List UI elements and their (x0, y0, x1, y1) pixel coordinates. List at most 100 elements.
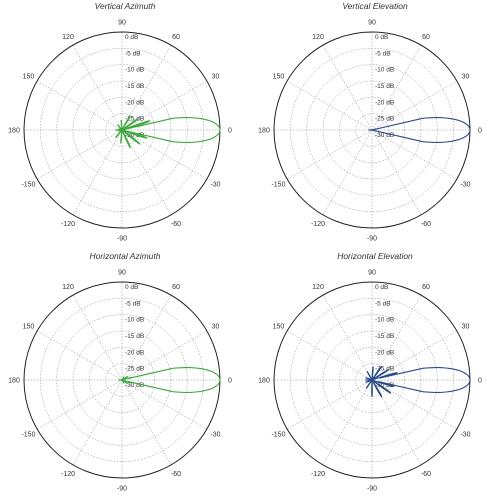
pattern-trace (114, 115, 221, 149)
angle-tick-label: -30 (210, 432, 220, 439)
grid-spoke (37, 379, 123, 430)
grid-spoke (37, 330, 123, 381)
angle-tick-label: -60 (171, 221, 181, 228)
grid-ring (306, 64, 438, 196)
angle-tick-label: 90 (118, 270, 126, 277)
polar-plot: 0 30 60 90 120 150 180 -150 -120 -90 -60 -30 0 dB -5 … (8, 20, 232, 243)
angle-tick-label: -90 (367, 486, 377, 493)
angle-tick-label: 90 (368, 20, 376, 27)
polar-plot: 0 30 60 90 120 150 180 -150 -120 -90 -60 -30 0 dB -5 … (258, 270, 482, 493)
db-tick-label: -20 dB (375, 349, 394, 356)
angle-tick-label: -150 (271, 182, 285, 189)
grid-spoke (121, 295, 172, 381)
grid-spoke (121, 330, 207, 381)
angle-tick-label: 150 (23, 324, 35, 331)
angle-tick-label: 60 (422, 34, 430, 41)
db-tick-label: -15 dB (375, 83, 394, 90)
db-tick-label: -5 dB (125, 50, 141, 57)
angle-tick-label: 180 (258, 128, 270, 135)
db-tick-label: -20 dB (375, 99, 394, 106)
grid-spoke (121, 129, 172, 215)
angle-tick-label: 30 (212, 324, 220, 331)
pattern-trace (118, 367, 221, 393)
grid-spoke (287, 379, 373, 430)
angle-tick-label: -120 (61, 471, 75, 478)
pattern-trace (368, 117, 471, 143)
db-tick-label: 0 dB (125, 284, 138, 291)
db-tick-label: -5 dB (125, 300, 141, 307)
grid-ring (56, 64, 188, 196)
chart-title: Vertical Azimuth (94, 1, 156, 11)
grid-spoke (287, 129, 373, 180)
panel-horizontal-azimuth: Horizontal Azimuth 0 30 60 90 120 150 180 -150 -… (0, 250, 250, 500)
grid-ring (339, 97, 405, 163)
grid-spoke (371, 45, 422, 131)
angle-tick-label: 30 (462, 74, 470, 81)
db-tick-label: 0 dB (125, 34, 138, 41)
grid-spoke (371, 379, 457, 430)
angle-tick-label: -90 (117, 236, 127, 243)
angle-tick-label: 60 (172, 284, 180, 291)
grid-spoke (287, 80, 373, 131)
grid-spoke (322, 295, 373, 381)
chart-title: Horizontal Azimuth (89, 251, 161, 261)
grid-spoke (72, 379, 123, 465)
angle-tick-label: 150 (273, 74, 285, 81)
angle-tick-label: -120 (311, 471, 325, 478)
angle-tick-label: -90 (367, 236, 377, 243)
db-tick-label: -25 dB (375, 116, 394, 123)
db-tick-label: -10 dB (375, 67, 394, 74)
polar-grid (273, 31, 471, 229)
db-tick-label: -30 dB (125, 382, 144, 389)
grid-spoke (371, 129, 457, 180)
db-tick-label: -10 dB (375, 317, 394, 324)
polar-grid (23, 281, 221, 479)
grid-spoke (322, 379, 373, 465)
angle-tick-label: -90 (117, 486, 127, 493)
grid-ring (56, 314, 188, 446)
grid-spoke (121, 129, 207, 180)
angle-tick-label: -30 (460, 432, 470, 439)
db-tick-label: -5 dB (375, 300, 391, 307)
angle-tick-label: -60 (421, 221, 431, 228)
db-tick-label: -25 dB (125, 366, 144, 373)
db-tick-label: -5 dB (375, 50, 391, 57)
angle-tick-label: -30 (460, 182, 470, 189)
grid-spoke (371, 80, 457, 131)
chart-title: Horizontal Elevation (337, 251, 413, 261)
angle-tick-label: 30 (212, 74, 220, 81)
polar-plot: 0 30 60 90 120 150 180 -150 -120 -90 -60 -30 0 dB -5 … (8, 270, 232, 493)
angle-tick-label: 120 (312, 34, 324, 41)
polar-plot: 0 30 60 90 120 150 180 -150 -120 -90 -60 -30 0 dB -5 … (258, 20, 482, 243)
grid-spoke (37, 129, 123, 180)
angle-tick-label: 60 (172, 34, 180, 41)
grid-spoke (121, 80, 207, 131)
angle-tick-label: 120 (62, 284, 74, 291)
db-tick-label: 0 dB (375, 284, 388, 291)
angle-tick-label: -120 (311, 221, 325, 228)
angle-tick-label: 150 (273, 324, 285, 331)
grid-spoke (121, 379, 207, 430)
angle-tick-label: -150 (271, 432, 285, 439)
grid-spoke (322, 45, 373, 131)
angle-tick-label: 30 (462, 324, 470, 331)
angle-tick-label: 0 (228, 378, 232, 385)
db-tick-label: -30 dB (125, 132, 144, 139)
grid-ring (339, 347, 405, 413)
polar-grid (273, 281, 471, 479)
db-tick-label: -20 dB (125, 349, 144, 356)
db-tick-label: -15 dB (125, 333, 144, 340)
angle-tick-label: 150 (23, 74, 35, 81)
db-tick-label: -10 dB (125, 317, 144, 324)
angle-tick-label: 90 (118, 20, 126, 27)
db-tick-label: -10 dB (125, 67, 144, 74)
grid-ring (89, 347, 155, 413)
grid-spoke (37, 80, 123, 131)
angle-tick-label: -60 (421, 471, 431, 478)
grid-spoke (371, 295, 422, 381)
pattern-trace (364, 366, 471, 398)
db-tick-label: -30 dB (375, 132, 394, 139)
angle-tick-label: -30 (210, 182, 220, 189)
db-tick-label: -15 dB (125, 83, 144, 90)
angle-tick-label: 0 (478, 378, 482, 385)
